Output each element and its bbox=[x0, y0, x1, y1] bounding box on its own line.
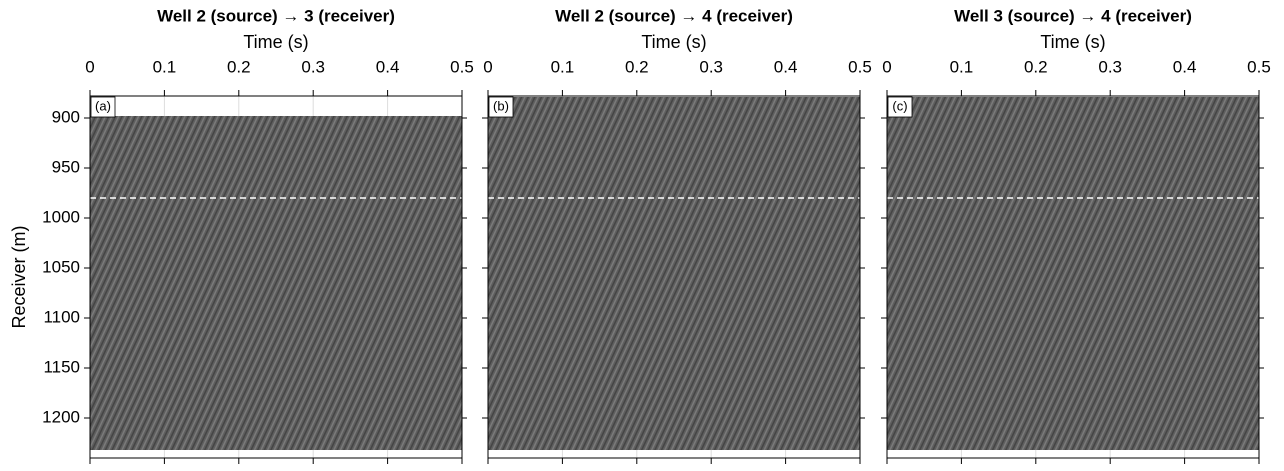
seismic-image bbox=[488, 97, 860, 450]
y-tick-label: 1000 bbox=[42, 207, 80, 226]
x-tick-label: 0.3 bbox=[301, 57, 325, 76]
x-tick-label: 0.1 bbox=[153, 57, 177, 76]
y-tick-label: 950 bbox=[52, 157, 80, 176]
x-axis-label: Time (s) bbox=[243, 32, 308, 52]
plot-frame bbox=[886, 95, 1260, 459]
x-axis-label: Time (s) bbox=[641, 32, 706, 52]
panel-label: (c) bbox=[892, 98, 907, 113]
x-tick-label: 0.1 bbox=[551, 57, 575, 76]
x-tick-label: 0.2 bbox=[227, 57, 251, 76]
y-axis-label: Receiver (m) bbox=[9, 225, 29, 328]
panel-label-box bbox=[488, 96, 514, 118]
x-tick-label: 0.4 bbox=[1173, 57, 1197, 76]
panel-label: (a) bbox=[95, 98, 111, 113]
y-tick-label: 900 bbox=[52, 107, 80, 126]
chart-title: Well 2 (source) → 3 (receiver) bbox=[157, 6, 395, 25]
y-tick-label: 1200 bbox=[42, 407, 80, 426]
x-tick-label: 0.4 bbox=[376, 57, 400, 76]
x-tick-label: 0 bbox=[85, 57, 94, 76]
panel-label: (b) bbox=[493, 98, 509, 113]
x-tick-label: 0.1 bbox=[950, 57, 974, 76]
x-tick-label: 0.5 bbox=[450, 57, 474, 76]
seismic-image bbox=[90, 116, 462, 450]
x-axis-label: Time (s) bbox=[1040, 32, 1105, 52]
chart-title: Well 3 (source) → 4 (receiver) bbox=[954, 6, 1192, 25]
panel-label-box bbox=[887, 96, 913, 118]
x-tick-label: 0.5 bbox=[1247, 57, 1271, 76]
x-tick-label: 0.4 bbox=[774, 57, 798, 76]
plot-frame bbox=[487, 95, 861, 459]
x-tick-label: 0 bbox=[483, 57, 492, 76]
x-tick-label: 0.3 bbox=[699, 57, 723, 76]
y-tick-label: 1150 bbox=[43, 357, 80, 376]
x-tick-label: 0 bbox=[882, 57, 891, 76]
x-tick-label: 0.5 bbox=[848, 57, 872, 76]
y-tick-label: 1100 bbox=[43, 307, 80, 326]
x-tick-label: 0.2 bbox=[1024, 57, 1048, 76]
x-tick-label: 0.3 bbox=[1098, 57, 1122, 76]
panel-label-box bbox=[90, 96, 116, 118]
x-tick-label: 0.2 bbox=[625, 57, 649, 76]
y-tick-label: 1050 bbox=[42, 257, 80, 276]
chart-title: Well 2 (source) → 4 (receiver) bbox=[555, 6, 793, 25]
plot-frame bbox=[89, 95, 463, 459]
seismic-image bbox=[887, 97, 1259, 450]
